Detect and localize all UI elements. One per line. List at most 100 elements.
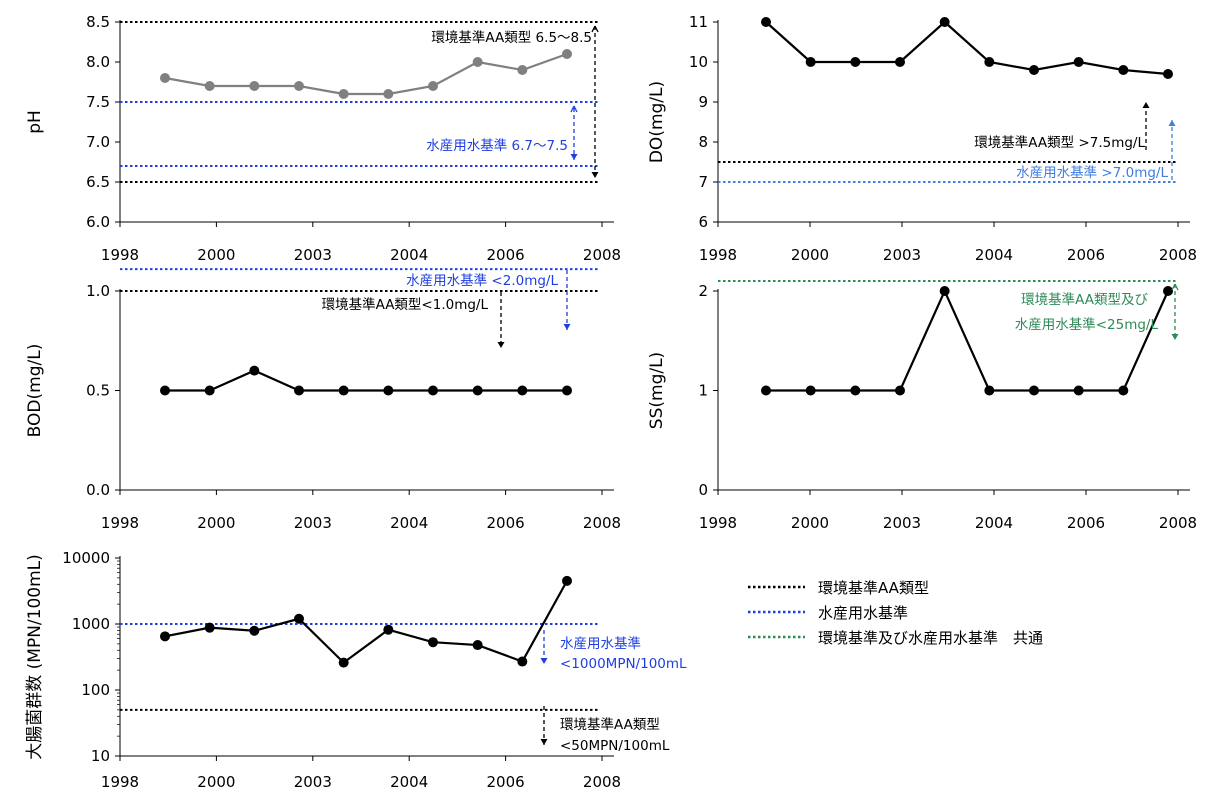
do-xtick-label: 1998 [699, 246, 737, 264]
ss-ytick-label: 0 [698, 481, 708, 499]
do-data-point [1073, 57, 1084, 67]
coliform-aa-arrow-head [540, 739, 548, 745]
bod-xtick-label: 1998 [101, 514, 139, 532]
ph-ytick-label: 6.0 [86, 213, 110, 231]
ph-data-point [383, 89, 394, 99]
do-data-point [761, 17, 771, 27]
bod-aa-annotation: 環境基準AA類型<1.0mg/L [322, 296, 489, 313]
bod-aa-arrow-head [497, 342, 505, 348]
ph-fishery-arrow-top-r [573, 105, 578, 113]
ph-fishery-arrow-top-l [570, 105, 575, 113]
ph-data-point [204, 81, 215, 91]
bod-data-point [428, 385, 438, 396]
coliform-data-point [249, 625, 260, 636]
ss-arrow-top-r [1174, 283, 1179, 291]
bod-ylabel: BOD(mg/L) [25, 344, 45, 438]
coliform-data-point [428, 637, 438, 648]
bod-data-point [160, 385, 170, 396]
coliform-data-point [472, 640, 483, 651]
do-xtick-label: 2006 [1067, 246, 1105, 264]
do-fishery-annotation: 水産用水基準 >7.0mg/L [1016, 164, 1168, 181]
do-data-point [850, 57, 861, 67]
ph-ytick-label: 8.5 [86, 13, 110, 31]
ph-xtick-label: 2006 [487, 246, 525, 264]
ph-aa-annotation: 環境基準AA類型 6.5〜8.5 [431, 29, 592, 46]
bod-xtick-label: 2004 [390, 514, 428, 532]
do-ytick-label: 9 [698, 93, 708, 111]
do-fishery-arrow-head [1168, 120, 1176, 126]
ss-data-point [895, 385, 905, 396]
do-data-point [984, 57, 995, 67]
do-data-point [1118, 65, 1129, 75]
bod-data-point [562, 385, 572, 396]
coliform-data-point [338, 657, 349, 668]
legend-label: 環境基準及び水産用水基準 共通 [818, 629, 1043, 647]
ph-xtick-label: 1998 [101, 246, 139, 264]
ss-data-point [1029, 385, 1039, 396]
do-ytick-label: 6 [698, 213, 708, 231]
ph-fishery-annotation: 水産用水基準 6.7〜7.5 [426, 137, 568, 154]
bod-series-line [165, 369, 567, 392]
coliform-ytick-label: 10000 [62, 549, 110, 567]
coliform-chart: 10 100 1000 10000 1998 2000 2003 2004 2006 2008 大腸… [25, 549, 687, 791]
coliform-fishery-annotation-2: <1000MPN/100mL [560, 656, 687, 672]
coliform-series-line [164, 580, 568, 665]
coliform-xtick-label: 2006 [487, 773, 525, 791]
ss-annotation-line1: 環境基準AA類型及び [1021, 291, 1148, 308]
do-ytick-label: 11 [689, 13, 708, 31]
do-xtick-label: 2004 [975, 246, 1013, 264]
bod-ytick-label: 0.5 [86, 382, 110, 400]
do-ylabel: DO(mg/L) [647, 81, 667, 163]
coliform-data-point [294, 613, 304, 624]
coliform-xtick-label: 2004 [390, 773, 428, 791]
bod-data-point [338, 385, 349, 396]
do-xtick-label: 2000 [791, 246, 829, 264]
coliform-data-point [562, 575, 572, 586]
ph-ytick-label: 8.0 [86, 53, 110, 71]
ss-xtick-label: 2008 [1159, 514, 1197, 532]
do-ytick-label: 8 [698, 133, 708, 151]
bod-ytick-label: 0.0 [86, 481, 110, 499]
ss-data-point [1073, 385, 1084, 396]
coliform-data-point [160, 631, 170, 642]
do-data-point [1029, 65, 1039, 75]
do-data-point [805, 57, 816, 67]
ss-chart: 0 1 2 1998 2000 2003 2004 2006 2008 SS(mg/L) 環境基準A… [647, 280, 1197, 532]
ss-data-point [1163, 286, 1173, 296]
coliform-ylabel: 大腸菌群数 (MPN/100mL) [25, 554, 45, 760]
ph-data-point [338, 89, 349, 99]
bod-fishery-arrow-head [563, 324, 571, 330]
do-xtick-label: 2008 [1159, 246, 1197, 264]
do-chart: 6 7 8 9 10 11 1998 2000 2003 2004 2006 2008 DO(mg/L)… [647, 13, 1197, 264]
coliform-aa-annotation-2: <50MPN/100mL [560, 738, 670, 754]
bod-data-point [204, 385, 215, 396]
ss-ylabel: SS(mg/L) [647, 352, 667, 429]
ph-ytick-label: 6.5 [86, 173, 110, 191]
do-ytick-label: 7 [698, 173, 708, 191]
coliform-xtick-label: 2008 [583, 773, 621, 791]
ph-fishery-arrow-head [570, 154, 578, 160]
ph-data-point [160, 73, 170, 83]
coliform-ytick-label: 10 [91, 747, 110, 765]
ph-xtick-label: 2000 [197, 246, 235, 264]
ph-ytick-label: 7.0 [86, 133, 110, 151]
do-xtick-label: 2003 [883, 246, 921, 264]
ss-xtick-label: 2003 [883, 514, 921, 532]
do-aa-arrow-head [1142, 102, 1150, 108]
ph-data-point [249, 81, 260, 91]
coliform-data-point [204, 622, 215, 633]
coliform-xtick-label: 2003 [294, 773, 332, 791]
do-data-point [1163, 69, 1173, 79]
bod-xtick-label: 2003 [294, 514, 332, 532]
ph-series-line [164, 52, 568, 96]
bod-data-point [294, 385, 304, 396]
ss-data-point [805, 385, 816, 396]
bod-data-point [472, 385, 483, 396]
ph-data-point [428, 81, 438, 91]
coliform-fishery-annotation-1: 水産用水基準 [560, 635, 641, 652]
bod-fishery-annotation: 水産用水基準 <2.0mg/L [406, 272, 558, 289]
bod-data-point [517, 385, 528, 396]
coliform-xtick-label: 1998 [101, 773, 139, 791]
bod-chart: 0.0 0.5 1.0 1998 2000 2003 2004 2006 2008 BOD(mg/… [25, 268, 621, 532]
